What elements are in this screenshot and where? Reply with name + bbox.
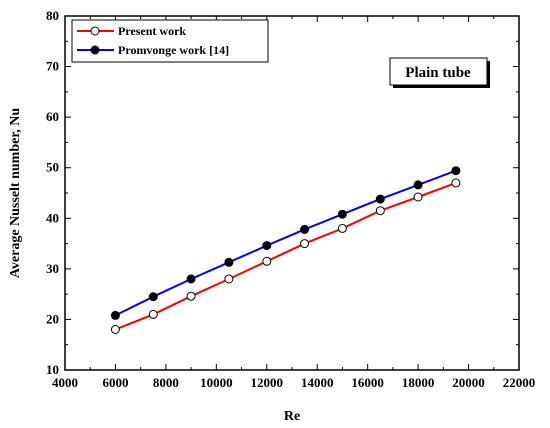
y-tick-label: 70 <box>46 59 59 74</box>
y-tick-label: 60 <box>46 109 59 124</box>
data-point-present-work <box>262 256 272 266</box>
data-point-promvonge-work-14 <box>375 194 385 204</box>
data-point-present-work <box>224 274 234 284</box>
y-tick-label: 40 <box>46 210 59 225</box>
x-tick-label: 8000 <box>153 375 179 390</box>
y-tick-label: 20 <box>46 311 59 326</box>
legend-box <box>71 19 269 63</box>
data-point-present-work <box>148 309 158 319</box>
series-line-promvonge-work-14 <box>114 169 457 317</box>
data-point-promvonge-work-14 <box>148 292 158 302</box>
data-point-promvonge-work-14 <box>337 209 347 219</box>
data-point-promvonge-work-14 <box>451 166 461 176</box>
data-point-promvonge-work-14 <box>413 180 423 190</box>
data-point-present-work <box>375 206 385 216</box>
plain-tube-annotation: Plain tube <box>389 57 490 88</box>
x-tick-label: 12000 <box>251 375 284 390</box>
data-point-promvonge-work-14 <box>110 310 120 320</box>
series-lines <box>114 169 457 331</box>
data-point-present-work <box>337 223 347 233</box>
x-tick-label: 4000 <box>52 375 78 390</box>
data-point-promvonge-work-14 <box>262 241 272 251</box>
x-tick-labels: 4000 6000 8000 10000 12000 14000 16000 18000 200… <box>52 375 535 390</box>
legend: Present work Promvonge work [14] <box>71 19 269 63</box>
y-tick-label: 10 <box>46 362 59 377</box>
legend-label-promvonge-work: Promvonge work [14] <box>118 43 229 57</box>
legend-marker-present-work <box>90 26 100 36</box>
annotation-box <box>389 57 488 86</box>
x-tick-label: 10000 <box>200 375 233 390</box>
x-tick-label: 18000 <box>402 375 435 390</box>
annotation-label: Plain tube <box>405 65 471 81</box>
series-markers <box>110 166 461 334</box>
y-tick-labels: 10 20 30 40 50 60 70 80 <box>46 8 59 377</box>
data-point-present-work <box>110 325 120 334</box>
data-point-present-work <box>300 239 310 249</box>
data-point-present-work <box>413 192 423 202</box>
y-tick-label: 50 <box>46 160 59 175</box>
x-axis-title: Re <box>284 409 300 424</box>
x-tick-label: 22000 <box>503 375 536 390</box>
data-point-promvonge-work-14 <box>224 257 234 267</box>
x-tick-label: 6000 <box>102 375 128 390</box>
y-tick-label: 80 <box>46 8 59 23</box>
data-point-present-work <box>451 178 461 188</box>
data-point-present-work <box>186 291 196 301</box>
data-point-promvonge-work-14 <box>186 274 196 284</box>
data-point-promvonge-work-14 <box>300 224 310 234</box>
legend-marker-promvonge-work <box>90 45 100 55</box>
y-tick-label: 30 <box>46 261 59 276</box>
y-axis-title: Average Nusselt number, Nu <box>8 108 23 279</box>
x-tick-label: 14000 <box>301 375 334 390</box>
legend-label-present-work: Present work <box>118 24 186 38</box>
series-line-present-work <box>115 181 457 331</box>
x-tick-label: 20000 <box>452 375 485 390</box>
x-tick-label: 16000 <box>351 375 384 390</box>
